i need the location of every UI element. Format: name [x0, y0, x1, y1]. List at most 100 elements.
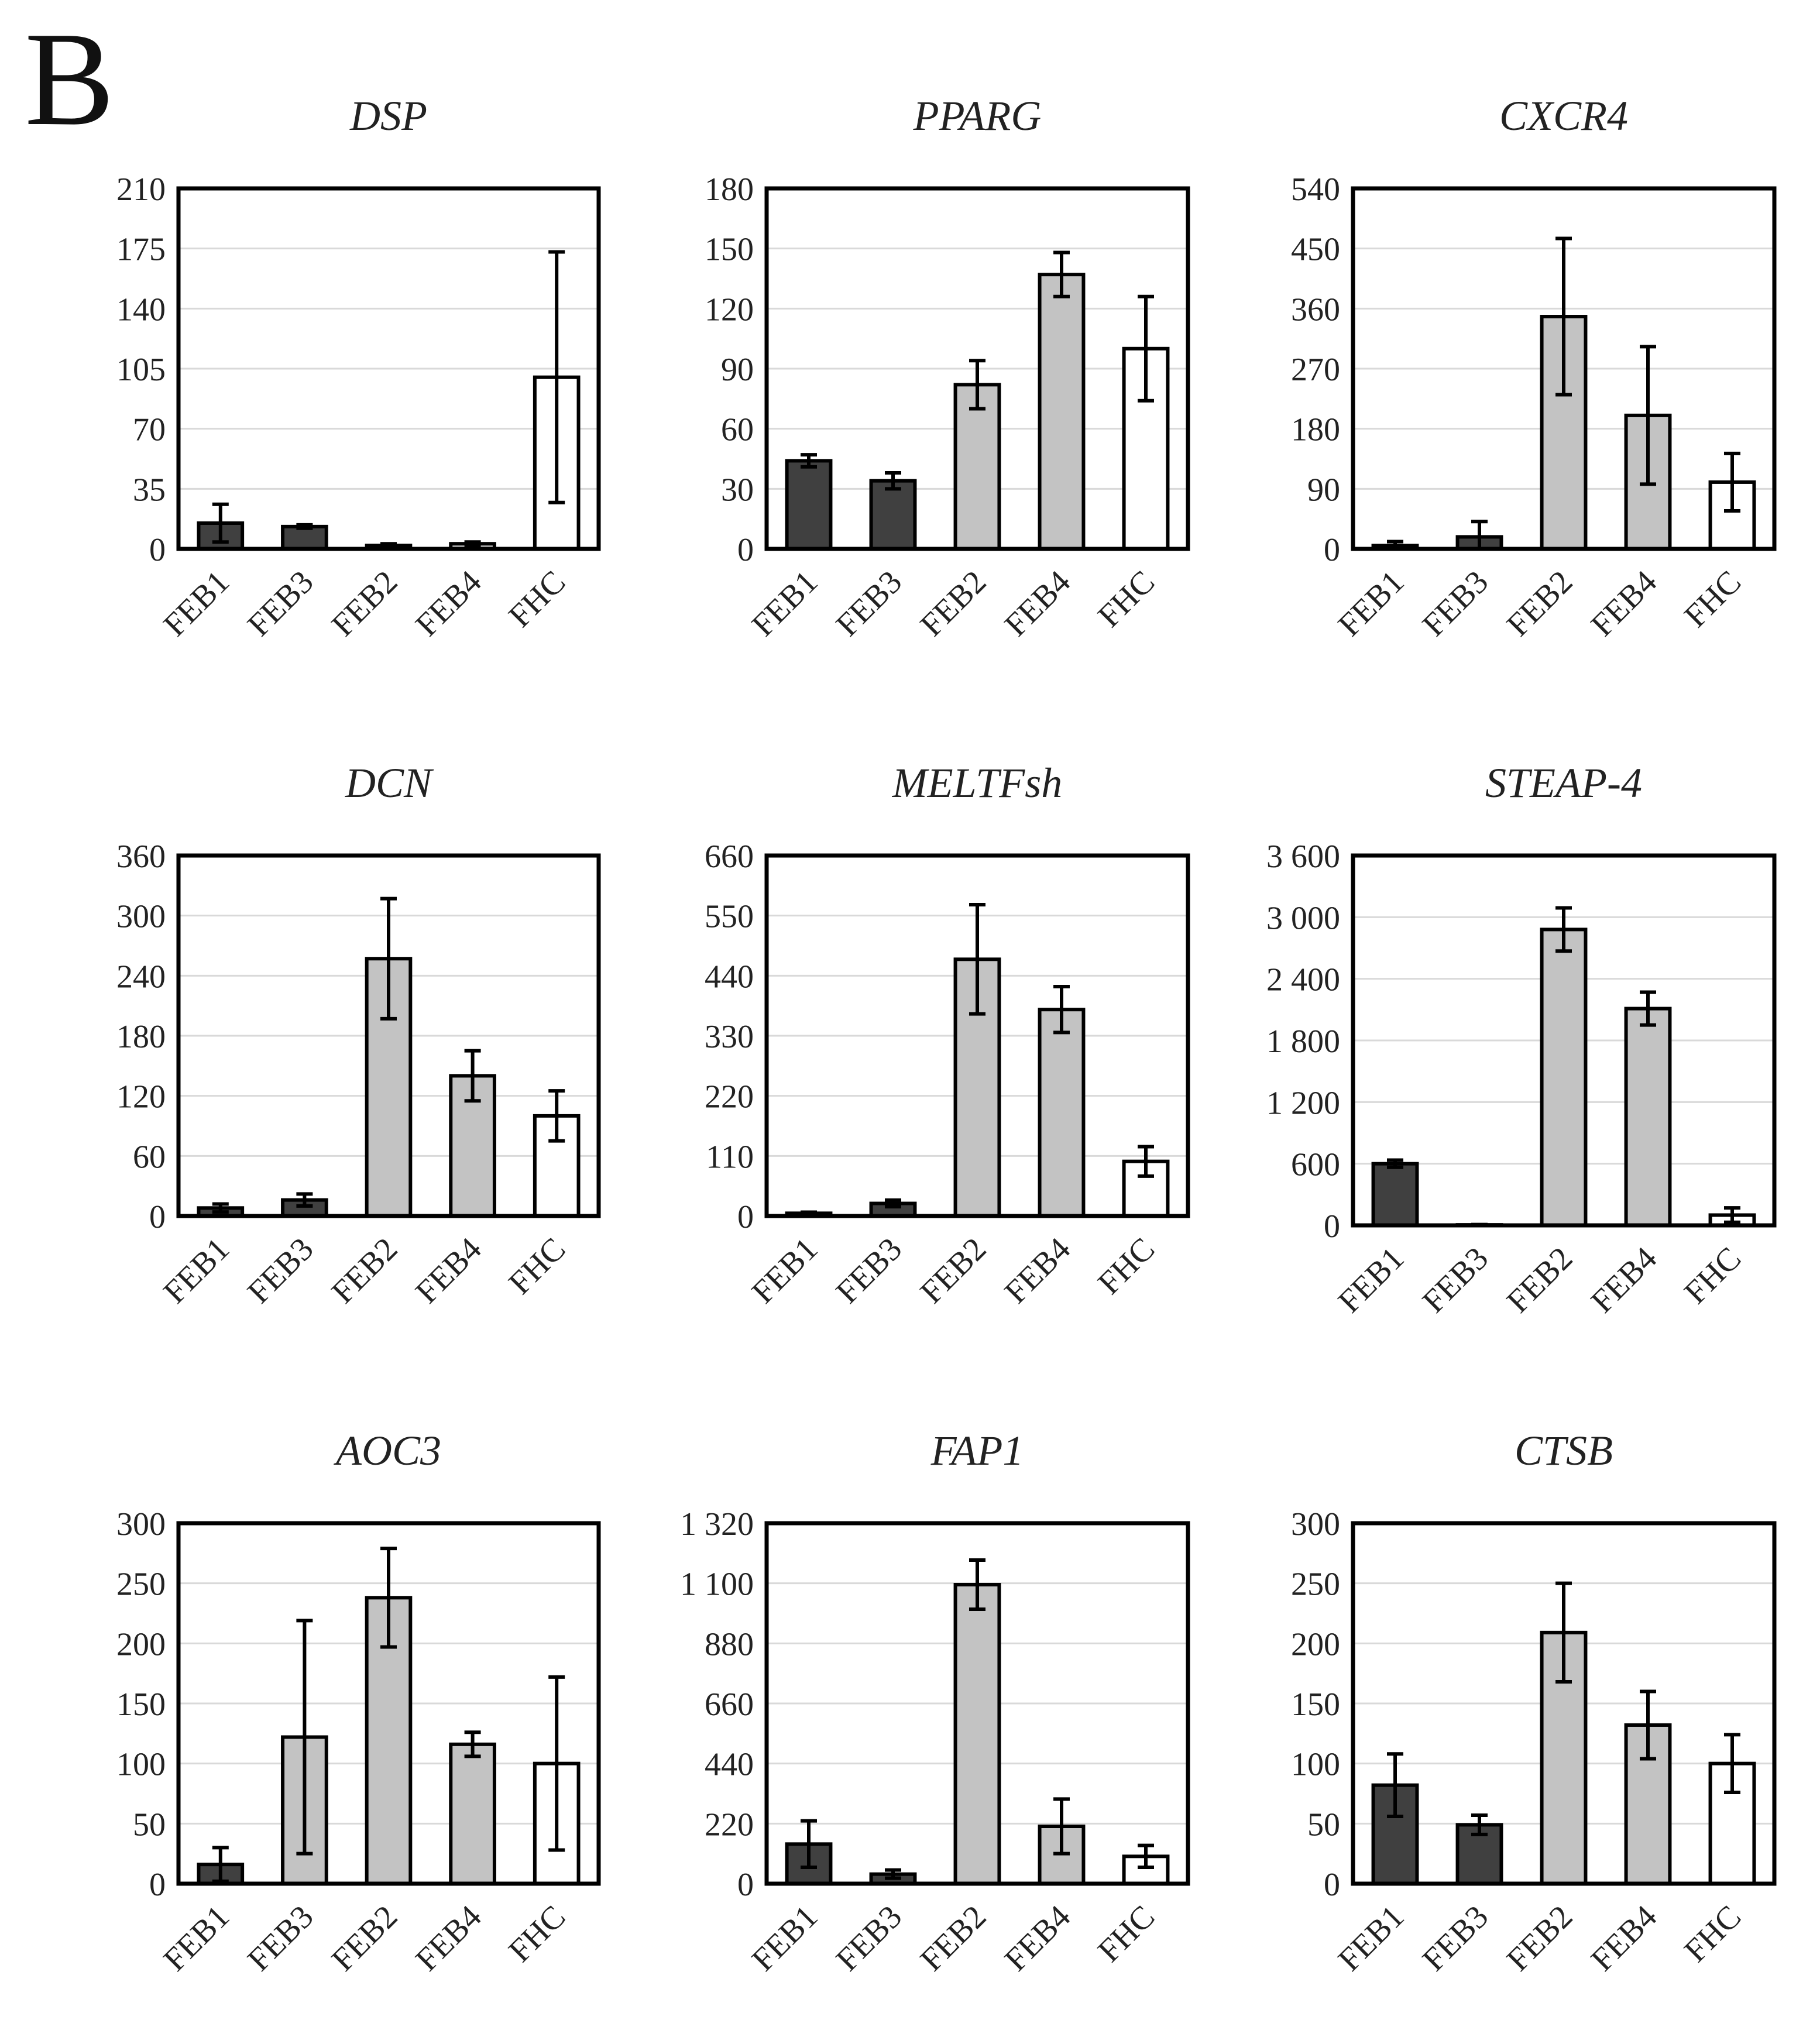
chart-title: CXCR4 — [1499, 92, 1628, 139]
chart-title: FAP1 — [930, 1427, 1024, 1474]
y-tick-label: 0 — [737, 1199, 754, 1235]
y-tick-label: 330 — [705, 1019, 754, 1055]
y-tick-label: 550 — [705, 899, 754, 935]
chart-title: CTSB — [1515, 1427, 1613, 1474]
category-label: FEB1 — [157, 1898, 236, 1978]
plot-frame — [764, 1521, 1190, 1886]
y-tick-label: 1 100 — [680, 1567, 754, 1603]
y-tick-label: 0 — [149, 532, 166, 568]
plot-frame — [1351, 186, 1777, 551]
category-label: FEB1 — [1331, 1240, 1411, 1320]
category-label: FEB3 — [829, 564, 909, 643]
chart-1: PPARG 0 30 60 90 120 150 180 FEB1 FEB3 FEB2 FEB4 FHC — [705, 92, 1190, 644]
category-label: FEB2 — [914, 1898, 993, 1978]
chart-title: AOC3 — [334, 1427, 441, 1474]
category-label: FEB1 — [745, 1898, 825, 1978]
category-label: FEB2 — [325, 564, 404, 643]
y-tick-label: 150 — [1291, 1686, 1340, 1723]
y-tick-label: 1 800 — [1266, 1023, 1340, 1060]
y-tick-label: 220 — [705, 1806, 754, 1843]
plot-frame — [1351, 1521, 1777, 1886]
bar — [1624, 1007, 1672, 1227]
y-tick-label: 0 — [1324, 532, 1340, 568]
y-tick-label: 0 — [737, 532, 754, 568]
y-tick-label: 150 — [116, 1686, 166, 1723]
y-tick-label: 180 — [116, 1019, 166, 1055]
y-tick-label: 105 — [116, 352, 166, 388]
chart-title: DSP — [349, 92, 427, 139]
category-label: FEB4 — [1584, 1898, 1664, 1978]
category-label: FEB2 — [1500, 564, 1579, 643]
chart-6: AOC3 0 50 100 150 200 250 300 FEB1 FEB3 FEB2 FEB4 FH… — [116, 1427, 601, 1978]
category-label: FEB4 — [409, 1898, 489, 1978]
y-tick-label: 360 — [1291, 291, 1340, 328]
chart-3: DCN 0 60 120 180 240 300 360 FEB1 FEB3 FEB2 FEB4 FHC — [116, 760, 601, 1311]
category-label: FEB1 — [1331, 564, 1411, 643]
y-tick-label: 120 — [116, 1079, 166, 1115]
y-tick-label: 660 — [705, 839, 754, 875]
category-label: FEB1 — [1331, 1898, 1411, 1978]
y-tick-label: 100 — [116, 1747, 166, 1783]
category-label: FEB3 — [1416, 1898, 1495, 1978]
plot-frame — [764, 853, 1190, 1218]
category-label: FEB3 — [829, 1898, 909, 1978]
bar — [869, 479, 917, 551]
plot-frame — [764, 186, 1190, 551]
category-label: FEB1 — [157, 564, 236, 643]
y-tick-label: 35 — [133, 472, 166, 508]
y-tick-label: 150 — [705, 232, 754, 268]
y-tick-label: 360 — [116, 839, 166, 875]
y-tick-label: 600 — [1291, 1147, 1340, 1183]
y-tick-label: 880 — [705, 1626, 754, 1662]
category-label: FHC — [1677, 564, 1748, 634]
chart-5: STEAP-4 0 600 1 200 1 800 2 400 3 000 3 600 FEB1… — [1266, 760, 1777, 1320]
category-label: FEB3 — [829, 1231, 909, 1310]
category-label: FEB3 — [241, 1898, 320, 1978]
y-tick-label: 1 200 — [1266, 1085, 1340, 1121]
y-tick-label: 1 320 — [680, 1506, 754, 1543]
y-tick-label: 440 — [705, 1747, 754, 1783]
y-tick-label: 300 — [116, 899, 166, 935]
category-label: FEB4 — [998, 564, 1077, 643]
y-tick-label: 200 — [1291, 1626, 1340, 1662]
y-tick-label: 110 — [706, 1139, 754, 1175]
bar — [281, 524, 328, 551]
category-label: FHC — [1091, 564, 1162, 634]
y-tick-label: 200 — [116, 1626, 166, 1662]
category-label: FEB1 — [157, 1231, 236, 1310]
y-tick-label: 90 — [1307, 472, 1340, 508]
chart-title: PPARG — [913, 92, 1042, 139]
category-label: FHC — [1677, 1898, 1748, 1969]
chart-0: DSP 0 35 70 105 140 175 210 FEB1 FEB3 FEB2 FEB4 FHC — [116, 92, 601, 644]
category-label: FEB2 — [1500, 1898, 1579, 1978]
category-label: FEB3 — [1416, 564, 1495, 643]
y-tick-label: 175 — [116, 232, 166, 268]
bar — [1122, 1159, 1170, 1218]
chart-4: MELTFsh 0 110 220 330 440 550 660 FEB1 FEB3 FEB2 FE… — [705, 760, 1190, 1311]
bar — [449, 1742, 496, 1885]
category-label: FEB2 — [914, 564, 993, 643]
y-tick-label: 0 — [149, 1867, 166, 1903]
y-tick-label: 540 — [1291, 171, 1340, 208]
category-label: FEB4 — [998, 1231, 1077, 1310]
category-label: FEB4 — [409, 564, 489, 643]
y-tick-label: 0 — [1324, 1208, 1340, 1245]
panel-label: B — [25, 4, 115, 153]
chart-8: CTSB 0 50 100 150 200 250 300 FEB1 FEB3 FEB2 FEB4 FH… — [1291, 1427, 1777, 1978]
category-label: FEB2 — [325, 1231, 404, 1310]
bar — [785, 459, 833, 551]
y-tick-label: 50 — [133, 1806, 166, 1843]
y-tick-label: 250 — [116, 1567, 166, 1603]
y-tick-label: 300 — [116, 1506, 166, 1543]
category-label: FEB2 — [1500, 1240, 1579, 1320]
y-tick-label: 240 — [116, 959, 166, 995]
chart-title: MELTFsh — [892, 760, 1063, 806]
category-label: FHC — [1091, 1231, 1162, 1301]
y-tick-label: 2 400 — [1266, 962, 1340, 998]
category-label: FEB3 — [1416, 1240, 1495, 1320]
bar — [1038, 1008, 1086, 1218]
y-tick-label: 180 — [1291, 412, 1340, 448]
category-label: FEB4 — [998, 1898, 1077, 1978]
y-tick-label: 100 — [1291, 1747, 1340, 1783]
